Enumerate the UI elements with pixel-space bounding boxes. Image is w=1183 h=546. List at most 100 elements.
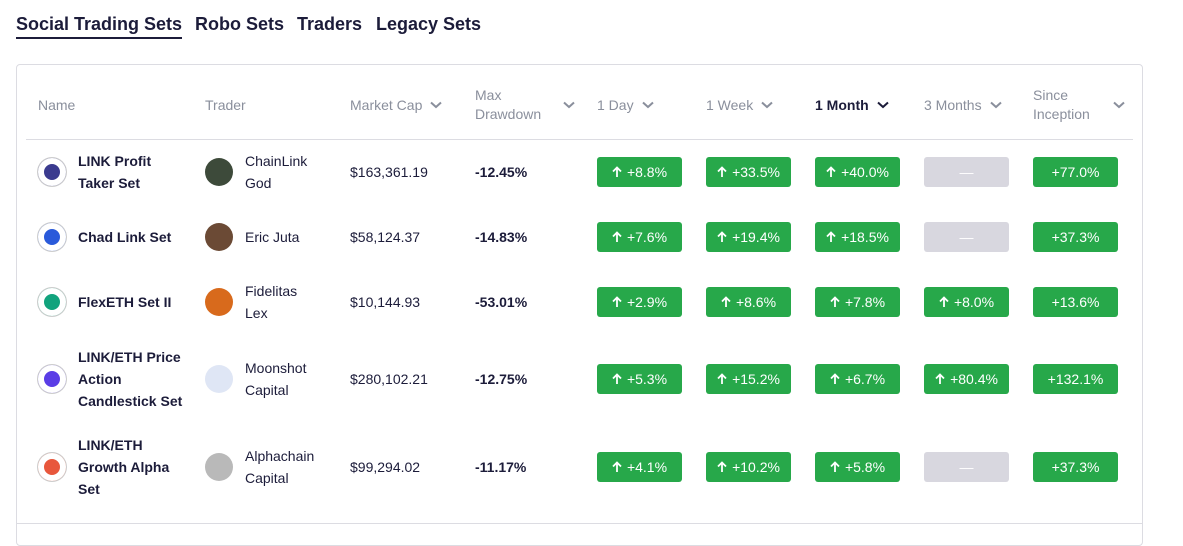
trader-avatar xyxy=(205,288,233,316)
return-badge: +7.8% xyxy=(815,287,900,317)
up-arrow xyxy=(830,296,840,307)
column-header[interactable]: 1 Day xyxy=(597,85,654,125)
return-badge: +19.4% xyxy=(706,222,791,252)
return-badge: +5.8% xyxy=(815,452,900,482)
return-badge: +37.3% xyxy=(1033,222,1118,252)
trader-avatar xyxy=(205,453,233,481)
cell: Fidelitas Lex xyxy=(245,262,323,342)
tab[interactable]: Traders xyxy=(297,14,363,34)
sort-chevron xyxy=(430,101,443,109)
return-badge: +8.0% xyxy=(924,287,1009,317)
column-header[interactable]: 1 Month xyxy=(815,85,889,125)
column-header[interactable]: Market Cap xyxy=(350,85,443,125)
return-badge: — xyxy=(924,452,1009,482)
tab[interactable]: Legacy Sets xyxy=(376,14,482,34)
column-header[interactable]: 3 Months xyxy=(924,85,1002,125)
return-value: +19.4% xyxy=(732,229,780,245)
sort-chevron xyxy=(641,101,654,109)
column-header[interactable]: Max Drawdown xyxy=(475,85,575,125)
trader-avatar xyxy=(205,158,233,186)
cell: Moonshot Capital xyxy=(245,339,323,419)
market-cap: $10,144.93 xyxy=(350,294,421,310)
return-badge: +5.3% xyxy=(597,364,682,394)
column-header[interactable]: Since Inception xyxy=(1033,85,1125,125)
set-name[interactable]: LINK Profit Taker Set xyxy=(78,153,152,191)
set-icon xyxy=(38,223,66,251)
cell: -14.83% xyxy=(475,197,527,277)
up-arrow xyxy=(717,231,727,242)
cell: $58,124.37 xyxy=(350,197,420,277)
return-badge: +132.1% xyxy=(1033,364,1118,394)
trader-name: ChainLink God xyxy=(245,153,308,191)
trader-name: Moonshot Capital xyxy=(245,360,307,398)
header-label: 1 Week xyxy=(706,96,754,113)
set-icon xyxy=(38,158,66,186)
tab[interactable]: Robo Sets xyxy=(195,14,285,34)
sort-chevron xyxy=(1113,101,1125,109)
header-label: Max Drawdown xyxy=(475,87,542,122)
header-label: 3 Months xyxy=(924,96,982,113)
cell: -11.17% xyxy=(475,427,526,507)
return-value: +40.0% xyxy=(841,164,889,180)
return-badge: +8.8% xyxy=(597,157,682,187)
column-header[interactable]: 1 Week xyxy=(706,85,773,125)
set-name[interactable]: FlexETH Set II xyxy=(78,294,172,310)
up-arrow xyxy=(717,166,727,177)
max-drawdown: -11.17% xyxy=(475,459,527,475)
cell: LINK Profit Taker Set xyxy=(78,132,190,212)
return-badge: +15.2% xyxy=(706,364,791,394)
up-arrow xyxy=(612,166,622,177)
up-arrow xyxy=(717,461,727,472)
cell: -12.45% xyxy=(475,132,527,212)
cell: LINK/ETH Price Action Candlestick Set xyxy=(78,339,190,419)
up-arrow xyxy=(826,166,836,177)
up-arrow xyxy=(612,461,622,472)
row-divider xyxy=(16,523,1143,524)
return-badge: +6.7% xyxy=(815,364,900,394)
up-arrow xyxy=(612,296,622,307)
return-value: +37.3% xyxy=(1051,459,1100,475)
return-badge: +33.5% xyxy=(706,157,791,187)
cell: $280,102.21 xyxy=(350,339,428,419)
set-name[interactable]: LINK/ETH Growth Alpha Set xyxy=(78,437,170,497)
return-value: +4.1% xyxy=(626,459,668,475)
up-arrow xyxy=(612,373,622,384)
return-value: +18.5% xyxy=(841,229,889,245)
return-value: +5.8% xyxy=(844,459,886,475)
market-cap: $58,124.37 xyxy=(350,229,421,245)
market-cap: $99,294.02 xyxy=(350,459,421,475)
market-cap: $280,102.21 xyxy=(350,371,428,387)
return-value: +5.3% xyxy=(626,371,668,387)
cell: FlexETH Set II xyxy=(78,262,190,342)
return-badge: +2.9% xyxy=(597,287,682,317)
up-arrow xyxy=(830,461,840,472)
set-icon xyxy=(38,365,66,393)
sort-chevron xyxy=(876,101,889,109)
set-name[interactable]: Chad Link Set xyxy=(78,229,172,245)
cell: Eric Juta xyxy=(245,197,323,277)
return-value: +7.8% xyxy=(844,294,886,310)
return-value: +8.0% xyxy=(953,294,995,310)
up-arrow xyxy=(939,296,949,307)
return-badge: +10.2% xyxy=(706,452,791,482)
trader-name: Alphachain Capital xyxy=(245,448,315,486)
return-badge: +40.0% xyxy=(815,157,900,187)
return-value: +37.3% xyxy=(1051,229,1100,245)
return-value: +132.1% xyxy=(1047,371,1104,387)
trader-name: Eric Juta xyxy=(245,229,300,245)
page: (() => { const data = JSON.parse(documen… xyxy=(16,14,1143,546)
up-arrow xyxy=(830,373,840,384)
tab[interactable]: Social Trading Sets xyxy=(16,14,183,39)
cell: $163,361.19 xyxy=(350,132,428,212)
return-value: +15.2% xyxy=(732,371,780,387)
max-drawdown: -14.83% xyxy=(475,229,528,245)
cell: -53.01% xyxy=(475,262,527,342)
column-header: Trader xyxy=(205,85,246,125)
sort-chevron xyxy=(761,101,773,109)
cell: $10,144.93 xyxy=(350,262,420,342)
return-badge: +4.1% xyxy=(597,452,682,482)
return-value: +77.0% xyxy=(1051,164,1100,180)
header-divider xyxy=(26,139,1133,140)
set-icon xyxy=(38,453,66,481)
set-name[interactable]: LINK/ETH Price Action Candlestick Set xyxy=(78,349,183,409)
